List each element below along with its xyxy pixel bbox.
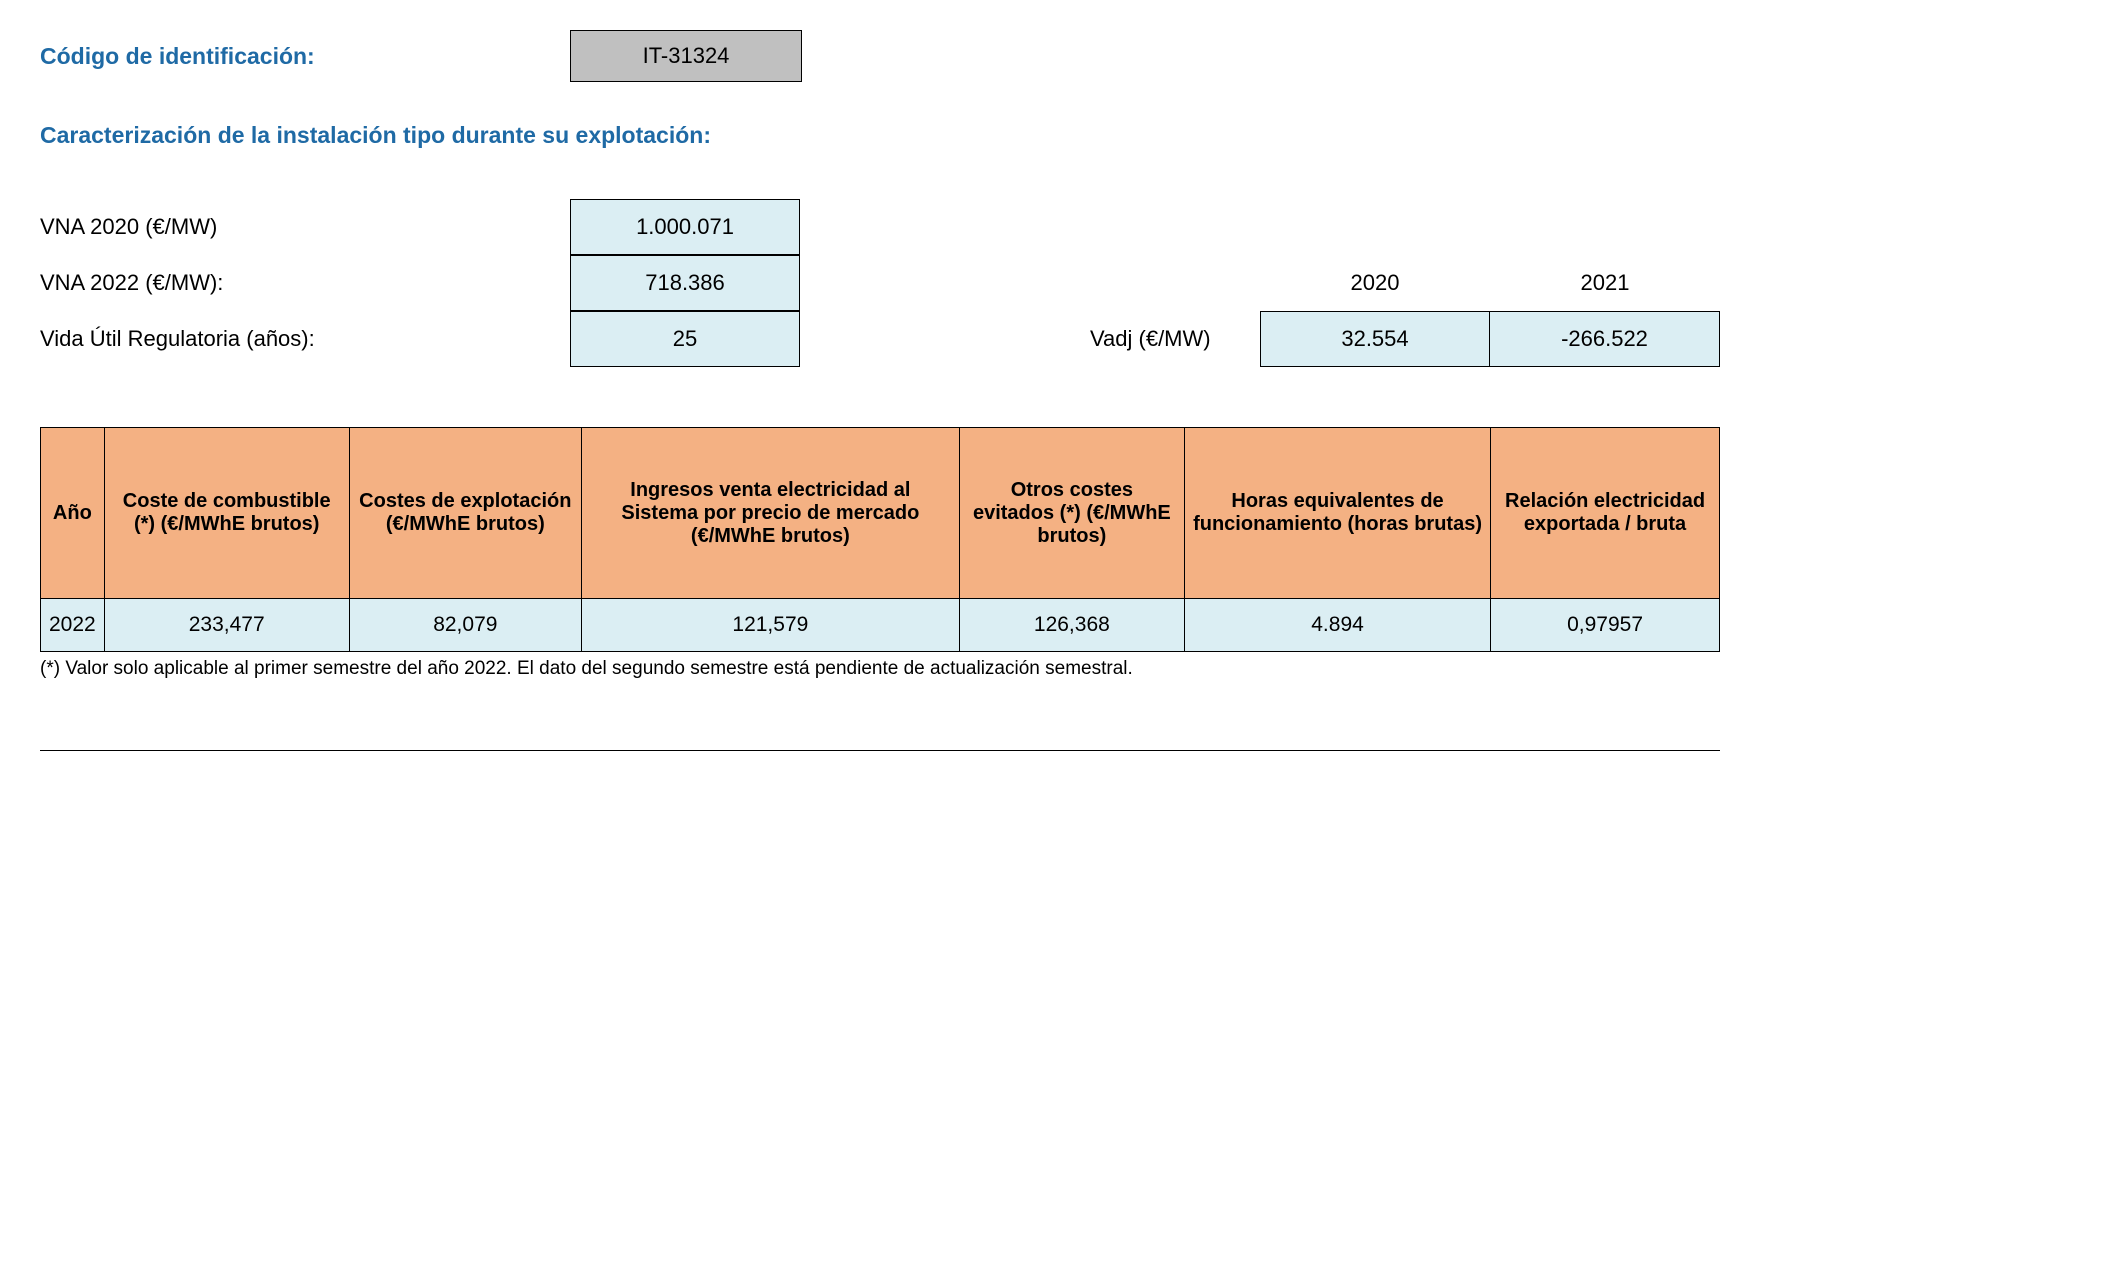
identification-label: Código de identificación:: [40, 43, 570, 70]
identification-row: Código de identificación: IT-31324: [40, 30, 2086, 82]
table-col-header: Año: [41, 428, 105, 599]
table-col-header: Otros costes evitados (*) (€/MWhE brutos…: [959, 428, 1184, 599]
table-cell: 82,079: [349, 599, 581, 652]
param-value-cell: 25: [570, 311, 800, 367]
table-cell: 4.894: [1184, 599, 1490, 652]
section-title: Caracterización de la instalación tipo d…: [40, 122, 2086, 149]
param-value-cell: 1.000.071: [570, 199, 800, 255]
table-col-header: Ingresos venta electricidad al Sistema p…: [581, 428, 959, 599]
table-cell: 0,97957: [1491, 599, 1720, 652]
main-data-table: Año Coste de combustible (*) (€/MWhE bru…: [40, 427, 1720, 652]
identification-code-box: IT-31324: [570, 30, 802, 82]
vadj-value-cell: 32.554: [1260, 311, 1490, 367]
vadj-label: Vadj (€/MW): [1090, 326, 1260, 352]
table-header-row: Año Coste de combustible (*) (€/MWhE bru…: [41, 428, 1720, 599]
vadj-year-header: 2020: [1260, 270, 1490, 296]
table-cell: 233,477: [104, 599, 349, 652]
table-col-header: Horas equivalentes de funcionamiento (ho…: [1184, 428, 1490, 599]
vadj-grid: 2020 2021 Vadj (€/MW) 32.554 -266.522: [1090, 255, 1720, 367]
parameters-left-grid: VNA 2020 (€/MW) 1.000.071 VNA 2022 (€/MW…: [40, 199, 800, 367]
param-label: VNA 2020 (€/MW): [40, 214, 570, 240]
param-label: Vida Útil Regulatoria (años):: [40, 326, 570, 352]
vadj-year-header: 2021: [1490, 270, 1720, 296]
divider-line: [40, 750, 1720, 751]
param-value-cell: 718.386: [570, 255, 800, 311]
footnote-text: (*) Valor solo aplicable al primer semes…: [40, 658, 2086, 680]
vadj-value-cell: -266.522: [1489, 311, 1720, 367]
table-cell: 2022: [41, 599, 105, 652]
table-cell: 121,579: [581, 599, 959, 652]
table-col-header: Relación electricidad exportada / bruta: [1491, 428, 1720, 599]
table-cell: 126,368: [959, 599, 1184, 652]
parameters-block: VNA 2020 (€/MW) 1.000.071 VNA 2022 (€/MW…: [40, 199, 2086, 367]
table-col-header: Costes de explotación (€/MWhE brutos): [349, 428, 581, 599]
table-col-header: Coste de combustible (*) (€/MWhE brutos): [104, 428, 349, 599]
table-row: 2022 233,477 82,079 121,579 126,368 4.89…: [41, 599, 1720, 652]
param-label: VNA 2022 (€/MW):: [40, 270, 570, 296]
